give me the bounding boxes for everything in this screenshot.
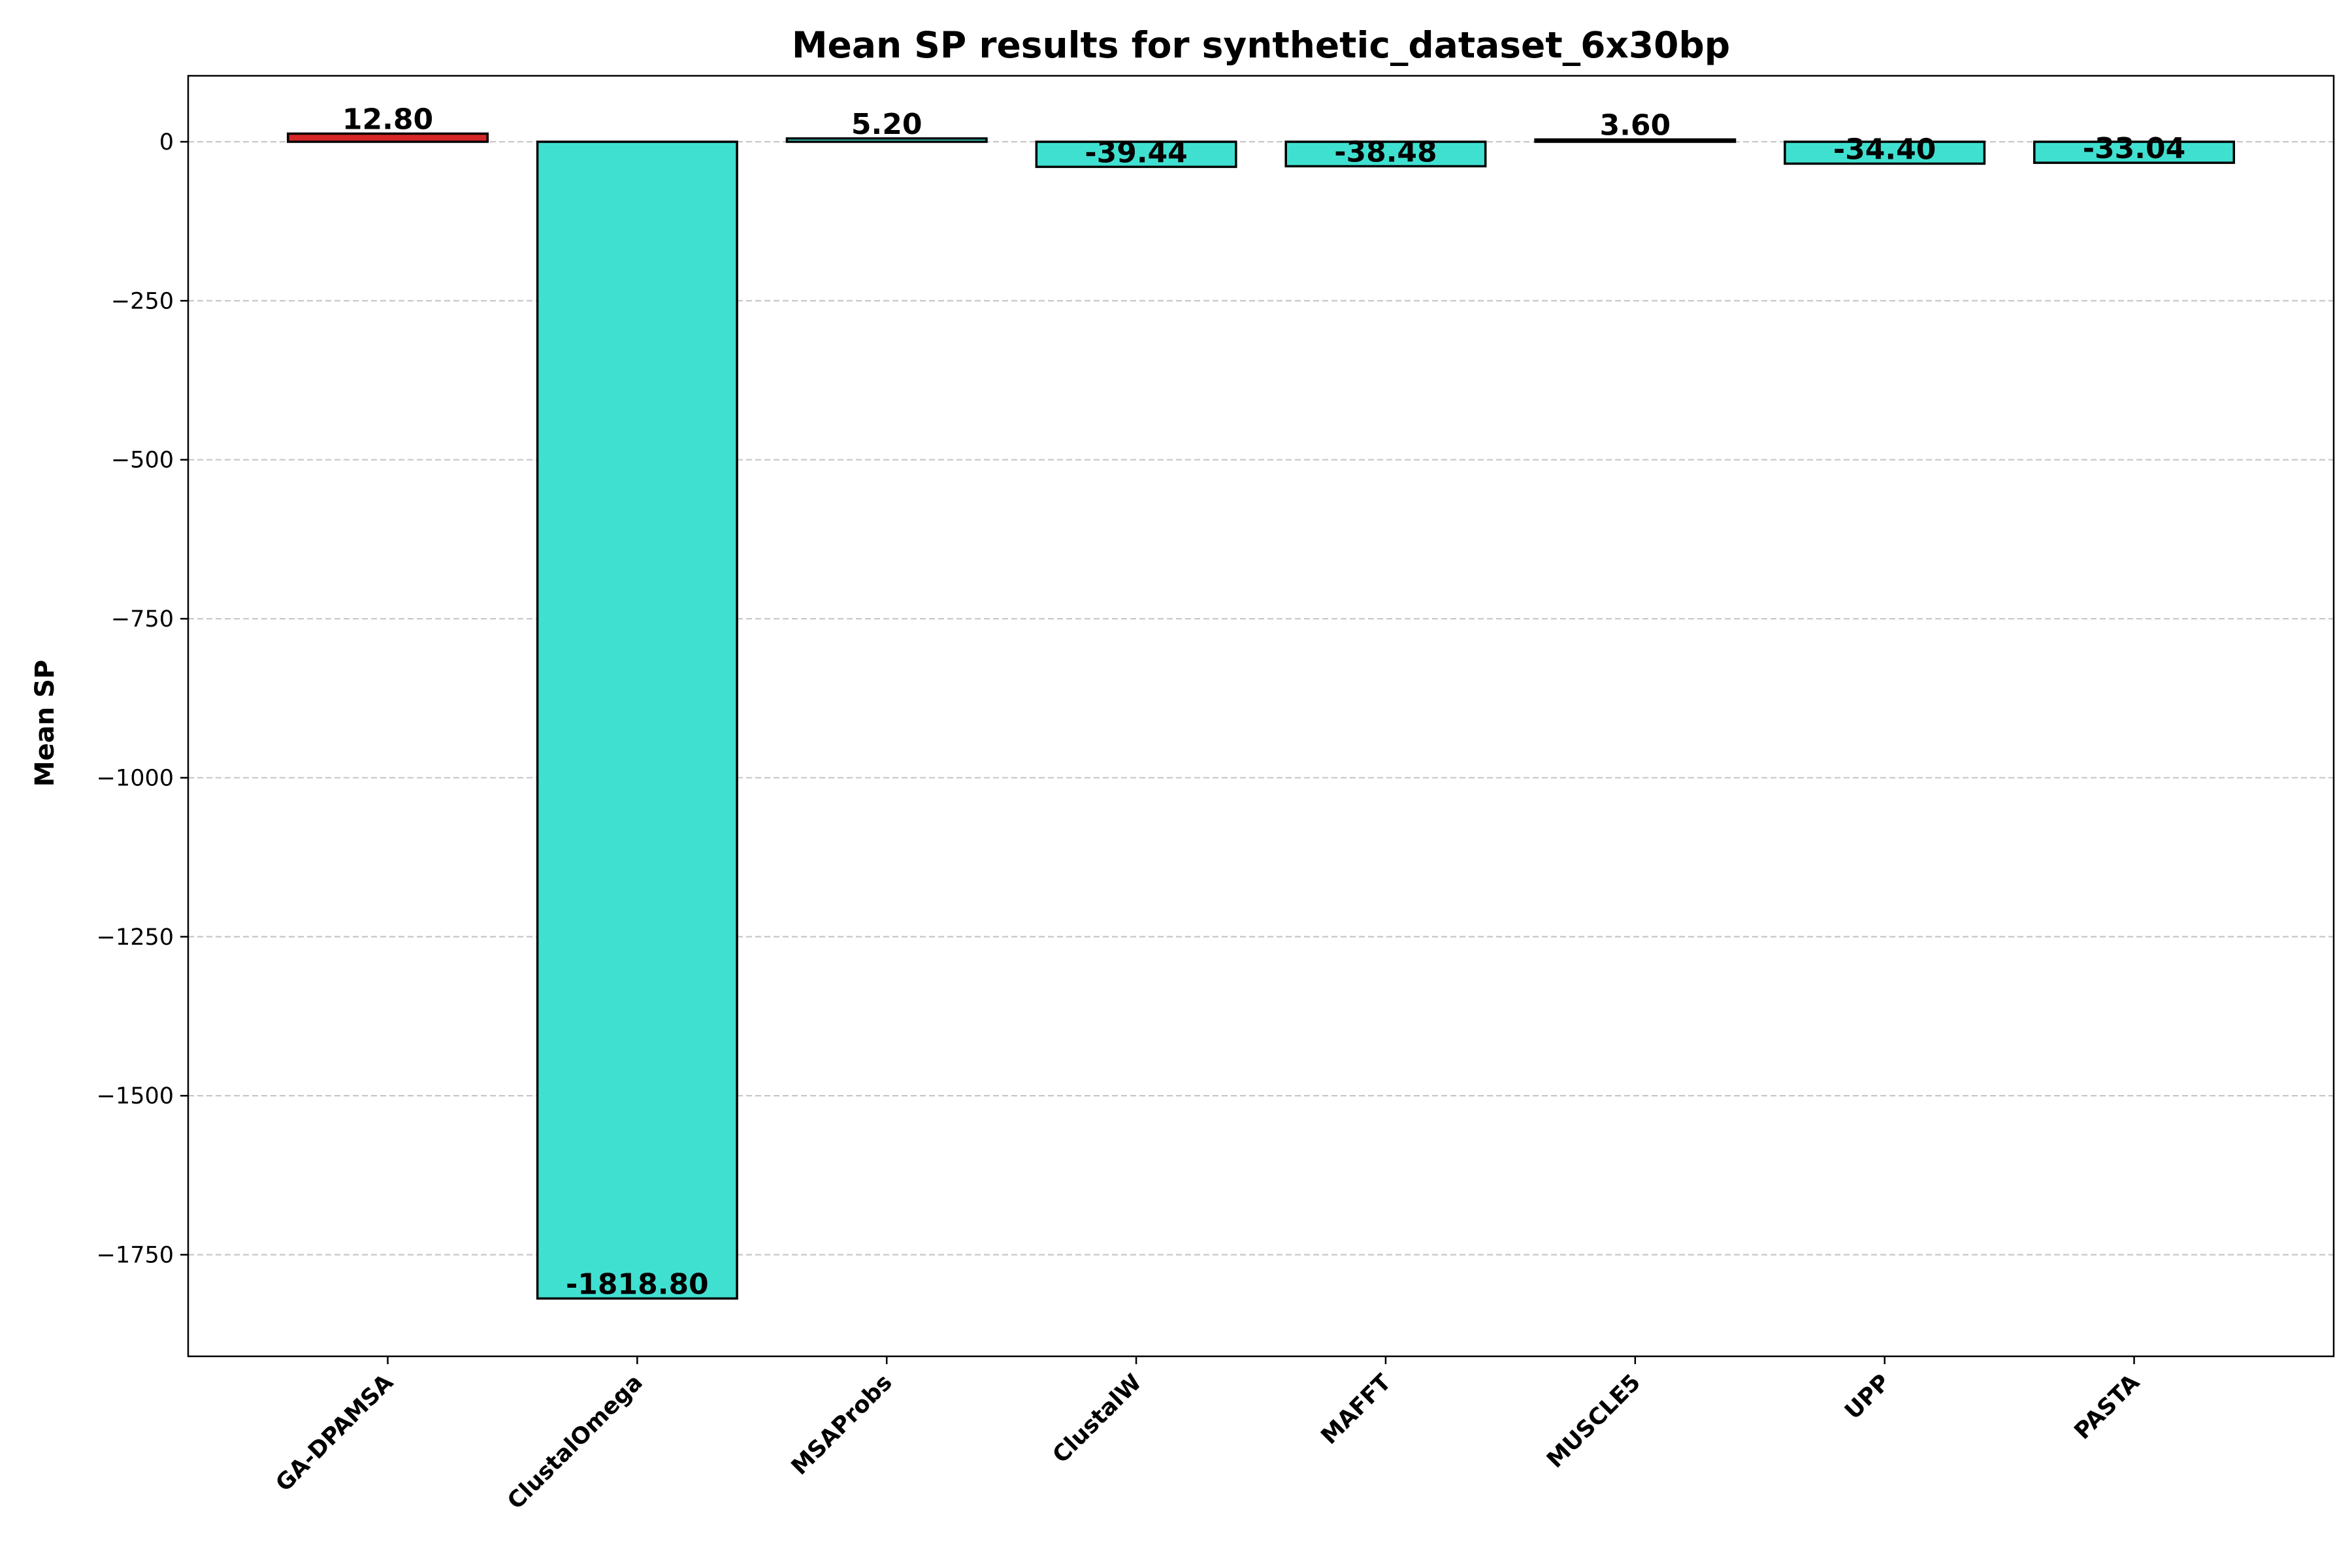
value-label: -34.40 [1833, 133, 1936, 166]
y-tick-label: −1750 [97, 1243, 174, 1269]
y-axis-label: Mean SP [30, 660, 60, 787]
y-tick-label: −500 [111, 448, 174, 474]
x-tick-label: PASTA [2070, 1369, 2145, 1445]
x-tick-label: MAFFT [1316, 1369, 1397, 1450]
x-tick-label: MUSCLE5 [1542, 1369, 1646, 1473]
value-label: 12.80 [342, 103, 433, 137]
grid-lines [188, 140, 2334, 1256]
value-label: -38.48 [1334, 135, 1437, 169]
bar-upp [1784, 140, 1986, 165]
y-tick-label: 0 [159, 129, 174, 155]
bar-ga-dpamsa [286, 132, 489, 143]
x-tick-label: UPP [1840, 1369, 1895, 1425]
x-tick-label: ClustalW [1048, 1369, 1147, 1469]
bar-muscle5 [1534, 138, 1737, 143]
y-tick-label: −1500 [97, 1083, 174, 1109]
value-label: 5.20 [851, 108, 923, 141]
y-tick-label: −1250 [97, 924, 174, 951]
x-ticks: GA-DPAMSA ClustalOmega MSAProbs ClustalW MAF… [271, 1356, 2145, 1514]
value-label: -33.04 [2083, 132, 2185, 165]
y-tick-label: −1000 [97, 765, 174, 791]
bar-mafft [1284, 140, 1487, 168]
value-label: -1818.80 [566, 1267, 709, 1301]
chart-title: Mean SP results for synthetic_dataset_6x… [792, 24, 1730, 66]
bar-clustalw [1035, 140, 1237, 169]
x-tick-label: GA-DPAMSA [271, 1369, 399, 1497]
value-label: -39.44 [1085, 136, 1187, 169]
bar-msaprobs [785, 137, 988, 143]
bar-clustalomega [536, 140, 738, 1300]
bars [286, 132, 2236, 1300]
y-tick-label: −250 [111, 288, 174, 314]
plot-frame [187, 74, 2335, 1358]
x-tick-label: ClustalOmega [502, 1369, 647, 1514]
x-tick-label: MSAProbs [787, 1369, 898, 1480]
y-ticks: 0 −250 −500 −750 −1000 −1250 −1500 −1750 [97, 129, 188, 1269]
bar-pasta [2033, 140, 2236, 164]
axes [187, 74, 2335, 1358]
y-tick-label: −750 [111, 606, 174, 632]
value-label: 3.60 [1600, 108, 1671, 142]
value-labels: 12.80 -1818.80 5.20 -39.44 -38.48 3.60 -34.40 -… [342, 103, 2185, 1301]
